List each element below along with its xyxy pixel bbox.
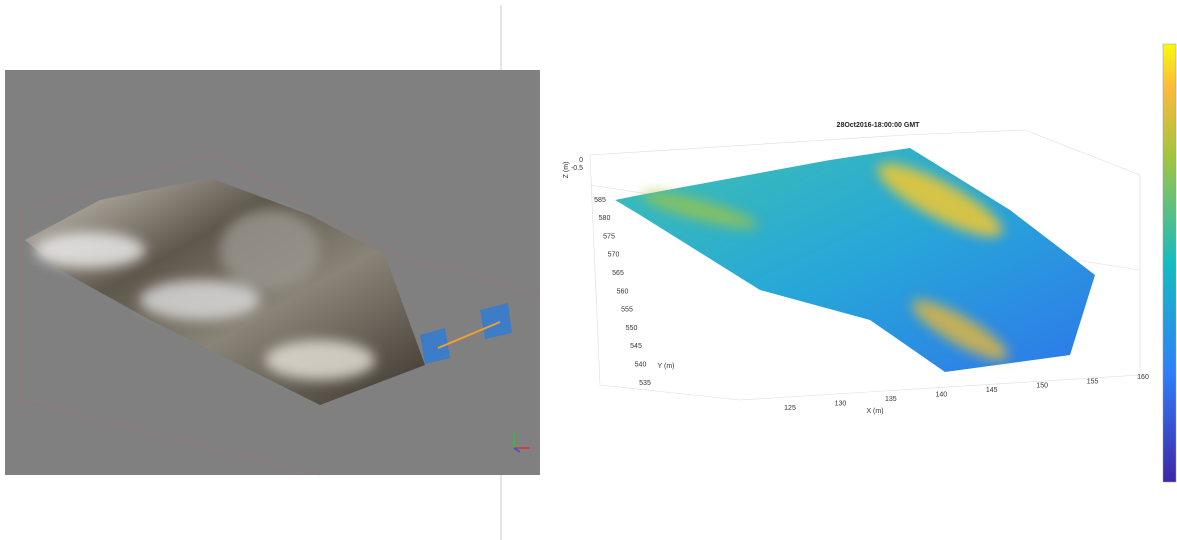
point-cloud-view	[5, 70, 541, 476]
x-tick-label: 160	[1137, 374, 1149, 381]
y-tick-label: 565	[612, 270, 624, 277]
x-tick-label: 125	[784, 405, 796, 412]
x-axis-label: X (m)	[866, 408, 883, 415]
x-tick-label: 150	[1036, 383, 1048, 390]
colorbar	[1162, 43, 1177, 483]
y-tick-label: 550	[626, 325, 638, 332]
y-tick-label: 545	[630, 343, 642, 350]
z-axis-label: Z (m)	[563, 162, 570, 179]
x-tick-label: 135	[885, 396, 897, 403]
y-tick-label: 570	[608, 252, 620, 259]
z-tick-label: -0.5	[571, 165, 583, 172]
y-axis-label: Y (m)	[658, 363, 675, 370]
x-tick-label: 130	[835, 400, 847, 407]
y-tick-label: 575	[603, 233, 615, 240]
y-tick-label: 555	[621, 307, 633, 314]
y-tick-label: 540	[635, 362, 647, 369]
x-tick-label: 145	[986, 387, 998, 394]
x-tick-label: 155	[1087, 378, 1099, 385]
y-tick-label: 580	[599, 215, 611, 222]
surface-plot: 28Oct2016-18:00:00 GMT X (m) Y (m) Z (m)	[563, 122, 1141, 415]
y-tick-label: 535	[639, 380, 651, 387]
y-tick-label: 585	[594, 197, 606, 204]
y-tick-label: 560	[617, 288, 629, 295]
x-tick-label: 140	[935, 392, 947, 399]
plot-title: 28Oct2016-18:00:00 GMT	[837, 122, 921, 129]
z-tick-label: 0	[579, 157, 583, 164]
